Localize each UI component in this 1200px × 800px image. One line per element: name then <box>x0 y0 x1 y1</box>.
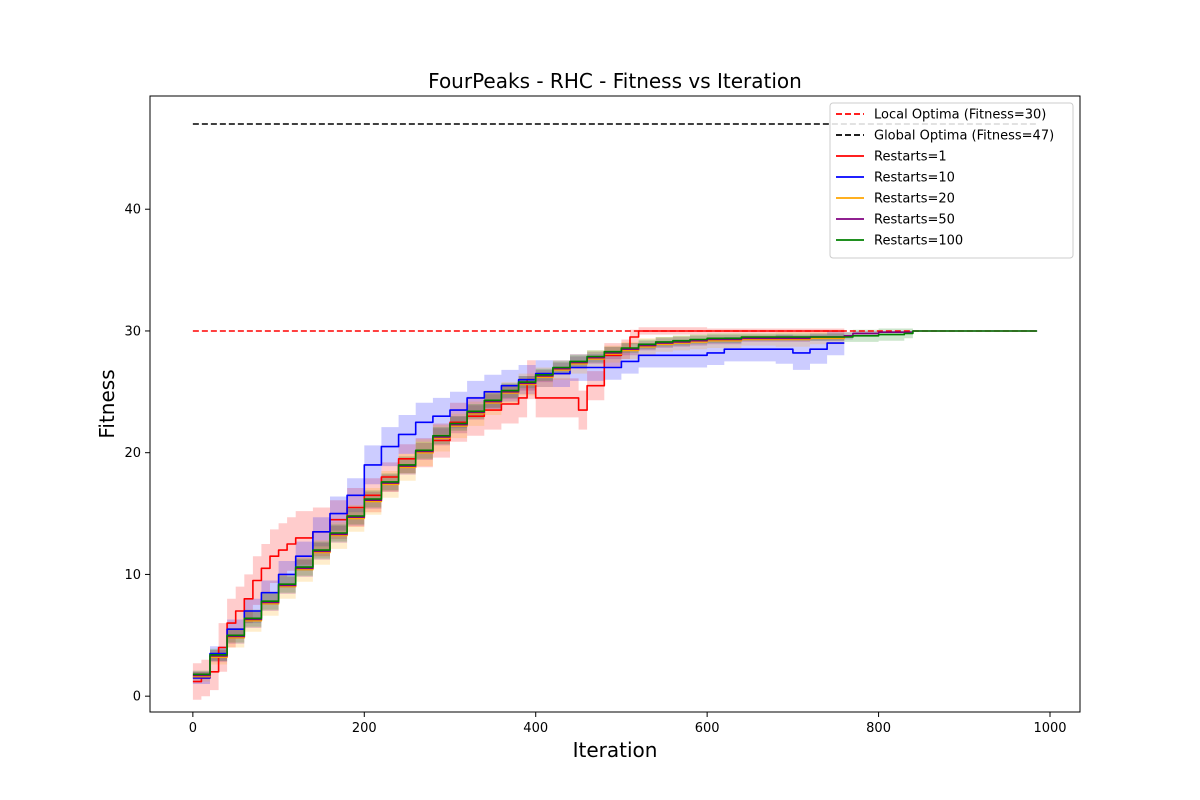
x-tick-label: 600 <box>695 721 720 736</box>
series-line-5 <box>192 330 1038 676</box>
y-tick-label: 40 <box>124 203 141 218</box>
x-tick-label: 1000 <box>1033 721 1066 736</box>
y-tick-label: 10 <box>124 568 141 583</box>
x-tick-label: 200 <box>352 721 377 736</box>
legend-label: Restarts=20 <box>874 192 955 207</box>
legend-label: Restarts=50 <box>874 213 955 228</box>
x-tick-label: 400 <box>523 721 548 736</box>
x-tick-label: 0 <box>189 721 197 736</box>
legend-label: Restarts=1 <box>874 150 947 165</box>
y-axis-label: Fitness <box>95 369 119 438</box>
y-axis: 0 10 20 30 40 <box>124 203 150 705</box>
series-line-1 <box>192 330 845 683</box>
legend-box <box>829 102 1074 259</box>
y-tick-label: 20 <box>124 446 141 461</box>
plot-frame <box>149 95 1081 713</box>
y-tick-label: 30 <box>124 324 141 339</box>
legend-label: Local Optima (Fitness=30) <box>874 108 1046 123</box>
x-tick-label: 800 <box>866 721 891 736</box>
x-axis-label: Iteration <box>573 738 658 762</box>
y-tick-label: 0 <box>133 690 141 705</box>
legend: Local Optima (Fitness=30) Global Optima (… <box>829 102 1074 259</box>
legend-label: Global Optima (Fitness=47) <box>874 129 1054 144</box>
chart-title: FourPeaks - RHC - Fitness vs Iteration <box>428 69 802 93</box>
legend-label: Restarts=10 <box>874 171 955 186</box>
x-axis: 0 200 400 600 800 1000 <box>189 712 1067 736</box>
legend-label: Restarts=100 <box>874 234 963 249</box>
